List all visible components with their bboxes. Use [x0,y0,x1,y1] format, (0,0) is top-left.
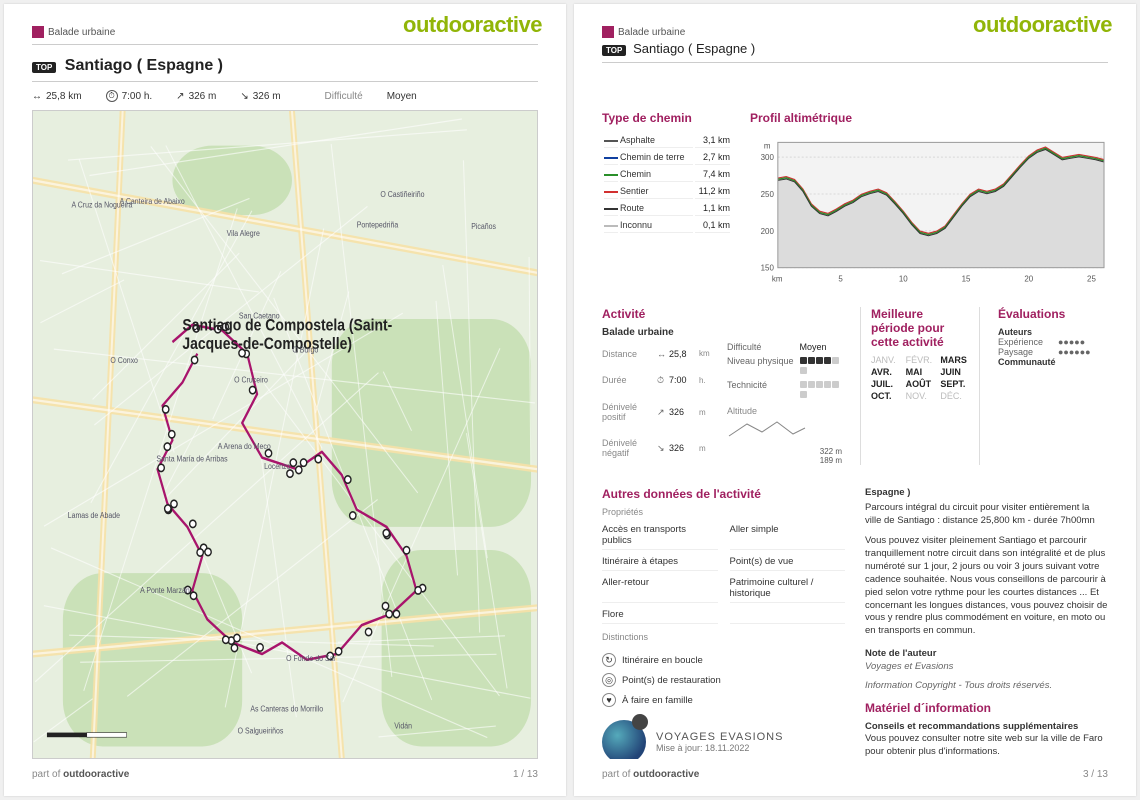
svg-text:O Castiñeiriño: O Castiñeiriño [380,190,424,200]
difficulty-label: Difficulté [325,91,363,102]
divider [602,62,1108,63]
svg-text:Vila Alegre: Vila Alegre [227,229,260,239]
distance-icon: ↔ [32,91,42,102]
category-label: Balade urbaine [618,27,685,38]
top-badge: TOP [32,62,56,73]
category-icon [602,26,614,38]
season-block: Meilleure période pour cette activité JA… [860,307,980,465]
divider [32,81,538,82]
svg-text:O Fondo do Sar: O Fondo do Sar [286,654,336,664]
ratings-block: Évaluations AuteursExpérience●●●●●Paysag… [998,307,1108,465]
svg-text:Vidán: Vidán [394,721,412,731]
svg-text:O Cruceiro: O Cruceiro [234,375,268,385]
route-map: Santiago de Compostela (Saint-Jacques-de… [32,110,538,759]
category-label: Balade urbaine [48,27,115,38]
surface-title: Type de chemin [602,111,732,125]
clock-icon: ⏱ [106,90,118,102]
stats-row: ↔ 25,8 km ⏱ 7:00 h. ↗ 326 m ↘ 326 m Difficul… [32,90,538,102]
page-title: TOP Santiago ( Espagne ) [32,57,538,75]
svg-text:Santa María de Arribas: Santa María de Arribas [156,454,227,464]
stat-descent: 326 m [253,91,281,102]
divider [32,44,538,45]
svg-text:Locenzo: Locenzo [264,461,290,471]
svg-text:Lamas de Abade: Lamas de Abade [68,511,120,521]
brand-logo: outdooractive [973,12,1112,38]
difficulty-value: Moyen [387,91,417,102]
svg-text:150: 150 [761,264,775,273]
svg-text:O Conxo: O Conxo [110,355,138,365]
svg-text:A Arena do Meco: A Arena do Meco [218,442,271,452]
stat-distance: 25,8 km [46,91,82,102]
svg-text:5: 5 [838,275,843,284]
svg-text:km: km [772,275,783,284]
svg-text:15: 15 [962,275,971,284]
surface-table: Asphalte3,1 kmChemin de terre2,7 kmChemi… [602,131,732,235]
page-right: outdooractive Balade urbaine TOP Santiag… [574,4,1136,796]
svg-text:A Canteira de Abaixo: A Canteira de Abaixo [120,196,185,206]
voyages-logo: VOYAGES EVASIONS Mise à jour: 18.11.2022 [602,720,845,759]
elevation-block: Profil altimétrique 150 200 250 300 m 5 10 15 20… [750,111,1108,291]
svg-text:O Burgo: O Burgo [292,345,318,355]
description-block: Espagne ) Parcours intégral du circuit p… [865,487,1108,759]
page-number: 3 / 13 [1083,769,1108,780]
page-left: outdooractive Balade urbaine TOP Santiag… [4,4,566,796]
other-data-block: Autres données de l'activité Propriétés … [602,487,845,759]
page-footer: part of outdooractive 3 / 13 [602,769,1108,780]
svg-text:10: 10 [899,275,908,284]
page-number: 1 / 13 [513,769,538,780]
ascent-icon: ↗ [176,91,184,102]
svg-text:m: m [764,141,771,150]
svg-text:San Caetano: San Caetano [239,311,280,321]
activity-block: Activité Balade urbaine Distance↔25,8kmD… [602,307,842,465]
brand-logo: outdooractive [403,12,542,38]
stat-ascent: 326 m [189,91,217,102]
svg-text:A Ponte Marzán: A Ponte Marzán [140,586,190,596]
stat-duration: 7:00 h. [122,91,153,102]
svg-text:O Salgueiriños: O Salgueiriños [238,726,284,736]
svg-text:200: 200 [761,227,775,236]
category-icon [32,26,44,38]
title-text: Santiago ( Espagne ) [65,57,223,74]
svg-text:25: 25 [1087,275,1096,284]
elevation-title: Profil altimétrique [750,111,1108,125]
svg-text:300: 300 [761,153,775,162]
page-footer: part of outdooractive 1 / 13 [32,769,538,780]
globe-icon [602,720,646,759]
descent-icon: ↘ [240,91,248,102]
top-badge: TOP [602,45,626,56]
svg-text:250: 250 [761,190,775,199]
svg-text:Picaños: Picaños [471,221,496,231]
svg-text:Pontepedriña: Pontepedriña [357,220,399,230]
svg-text:As Canteras do Morrillo: As Canteras do Morrillo [250,704,323,714]
surface-block: Type de chemin Asphalte3,1 kmChemin de t… [602,111,732,291]
title-text: Santiago ( Espagne ) [633,41,755,56]
svg-text:20: 20 [1024,275,1033,284]
